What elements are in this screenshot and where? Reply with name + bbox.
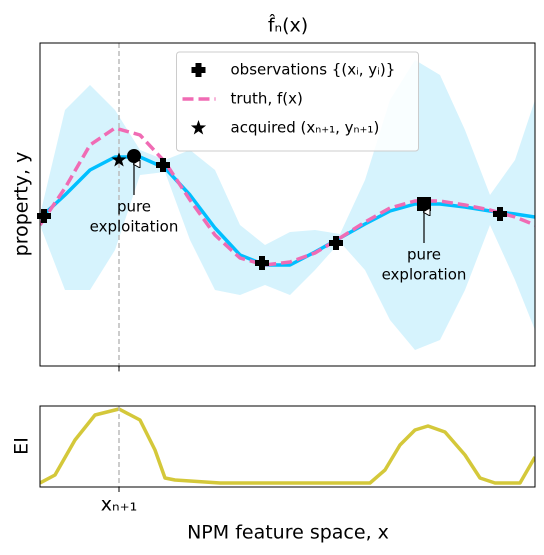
observation-marker <box>255 256 269 270</box>
y-axis-label: property, y <box>11 152 33 257</box>
x-axis-label: NPM feature space, x <box>187 522 389 544</box>
chart-title: f̂ₙ(x) <box>268 14 308 36</box>
legend-marker <box>190 120 207 135</box>
annotation-text: exploration <box>382 266 467 284</box>
annotation-text: pure <box>117 198 151 216</box>
x-tick-label: xₙ₊₁ <box>101 494 137 516</box>
truth-line <box>40 126 535 267</box>
series-line <box>40 155 535 267</box>
square-marker <box>417 197 431 211</box>
y-axis-label: EI <box>11 437 33 455</box>
legend-marker <box>191 63 206 77</box>
observation-marker <box>37 209 51 223</box>
observation-marker <box>156 158 170 172</box>
annotation-text: exploitation <box>90 218 179 236</box>
legend-label: acquired (xₙ₊₁, yₙ₊₁) <box>231 119 380 137</box>
legend-label: observations {(xᵢ, yᵢ)} <box>231 61 396 79</box>
axes-frame <box>39 405 536 488</box>
annotation-text: pure <box>407 246 441 264</box>
star-marker <box>111 152 127 167</box>
series-line <box>40 407 535 485</box>
legend-label: truth, f(x) <box>231 90 303 108</box>
circle-marker <box>127 149 141 163</box>
observation-marker <box>493 207 507 221</box>
legend-box <box>176 51 419 152</box>
plot-area <box>40 407 535 485</box>
observation-marker <box>329 236 343 250</box>
axes-frame <box>39 42 536 367</box>
